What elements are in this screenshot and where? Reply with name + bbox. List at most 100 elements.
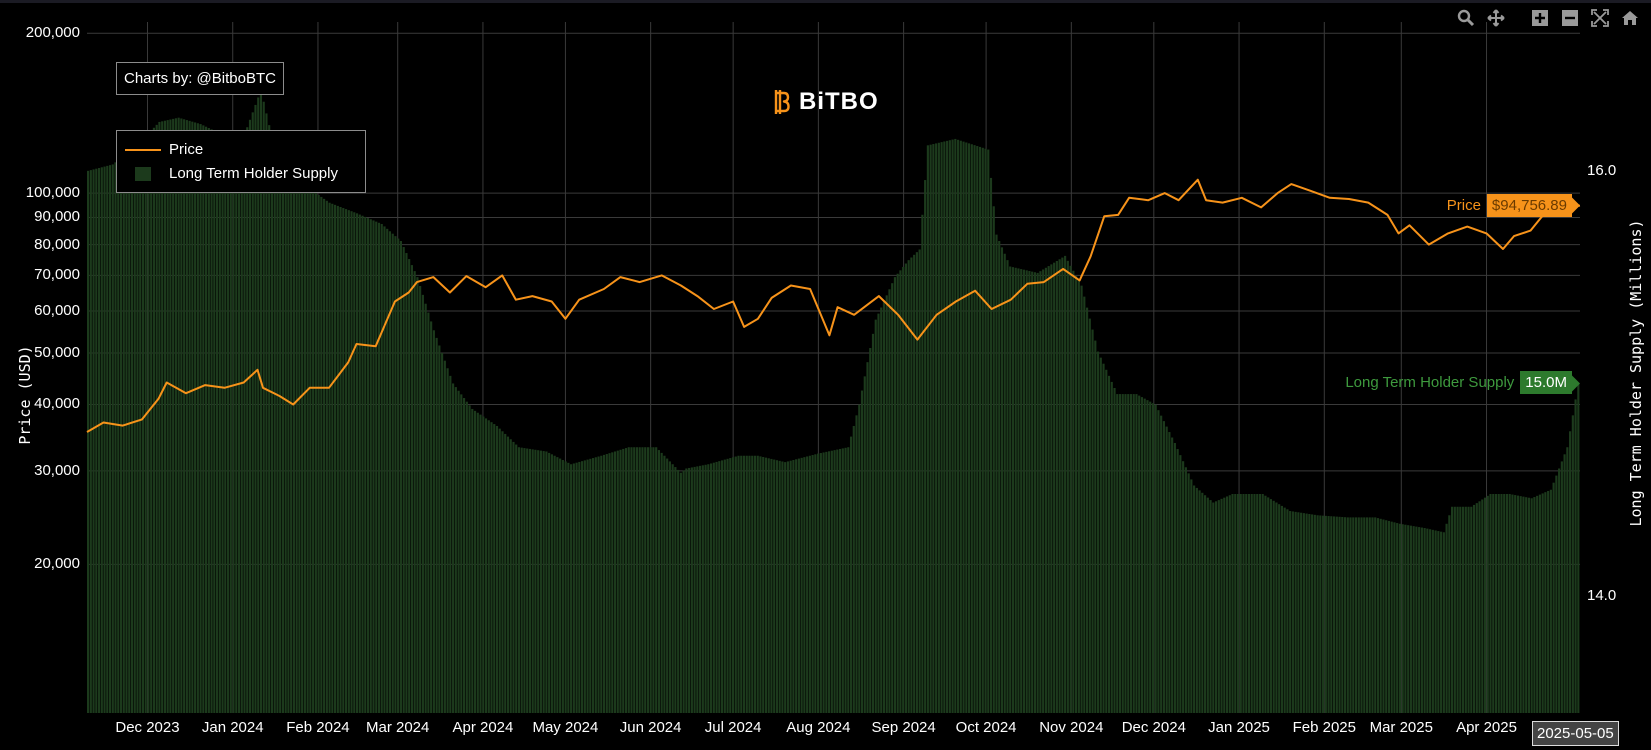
lths-bar	[833, 450, 836, 713]
lths-bar	[1228, 495, 1231, 713]
lths-bar	[720, 460, 724, 713]
lths-bar	[742, 455, 746, 713]
lths-bar	[490, 422, 493, 713]
lths-bar	[1160, 415, 1163, 713]
lths-bar	[808, 455, 811, 713]
lths-bar	[517, 447, 521, 713]
lths-bar	[265, 113, 268, 714]
lths-bar	[295, 178, 298, 714]
lths-bar	[97, 168, 101, 713]
legend-item-lths[interactable]: Long Term Holder Supply	[125, 165, 338, 182]
legend-item-price[interactable]: Price	[125, 141, 203, 158]
lths-bar	[372, 220, 375, 713]
lths-bar	[627, 447, 630, 713]
lths-bar	[144, 136, 147, 714]
lths-bar	[852, 425, 855, 713]
lths-bar	[1519, 496, 1522, 713]
lths-bar	[487, 420, 490, 713]
lths-bar	[976, 146, 979, 713]
credit-label: Charts by: @BitboBTC	[116, 62, 284, 95]
lths-bar	[641, 447, 644, 713]
lths-bar	[273, 148, 276, 713]
y-tick-label: 70,000	[34, 266, 80, 284]
zoom-icon[interactable]	[1453, 7, 1479, 29]
lths-bar	[1464, 506, 1467, 713]
lths-bar	[1500, 494, 1503, 713]
lths-bar	[896, 273, 899, 713]
lths-bar	[885, 295, 888, 713]
lths-bar	[1006, 260, 1009, 713]
lths-hover-value: 15.0M	[1520, 371, 1572, 395]
lths-bar	[369, 219, 372, 713]
lths-bar	[1003, 253, 1006, 713]
lths-bar	[1324, 515, 1327, 713]
lths-bar	[1187, 473, 1190, 713]
lths-bar	[498, 428, 501, 713]
lths-bar	[784, 462, 787, 713]
lths-bar	[1017, 268, 1020, 713]
lths-bar	[655, 447, 658, 713]
lths-bar	[948, 140, 951, 713]
lths-bar	[1245, 494, 1248, 713]
lths-bar	[226, 134, 230, 713]
lths-bar	[152, 127, 156, 713]
lths-bar	[355, 213, 359, 713]
lths-bar	[1275, 502, 1278, 713]
lths-bar	[984, 148, 987, 713]
lths-bar	[1190, 479, 1193, 713]
lths-bar	[512, 441, 515, 713]
lths-bar	[95, 168, 98, 713]
lths-bar	[1201, 492, 1204, 713]
lths-bar	[1127, 394, 1130, 713]
lths-bar	[583, 460, 586, 713]
lths-bar	[1316, 515, 1319, 713]
lths-bar	[1182, 461, 1185, 713]
lths-bar	[309, 189, 312, 713]
lths-bar	[1162, 421, 1165, 713]
lths-bar	[506, 436, 510, 713]
autoscale-icon[interactable]	[1587, 7, 1613, 29]
lths-bar	[797, 458, 800, 713]
lths-bar	[943, 141, 946, 714]
lths-bar	[715, 461, 718, 713]
lths-bar	[786, 461, 789, 713]
reset-axes-icon[interactable]	[1617, 7, 1643, 29]
lths-bar	[213, 130, 216, 713]
lths-bar	[215, 132, 219, 713]
lths-bar	[205, 126, 208, 713]
lths-bar	[542, 451, 545, 713]
lths-bar	[1080, 285, 1083, 713]
lths-bar	[666, 458, 669, 713]
lths-bar	[1047, 266, 1050, 713]
y-tick-label: 50,000	[34, 344, 80, 362]
lths-bar	[298, 181, 301, 713]
lths-bar	[331, 203, 334, 714]
lths-bar	[740, 455, 743, 713]
lths-bar	[1075, 275, 1078, 713]
lths-bar	[259, 90, 263, 714]
lths-bar	[841, 448, 844, 713]
lths-bar	[1206, 497, 1209, 713]
lths-bar	[1503, 494, 1506, 713]
lths-bar	[482, 416, 485, 713]
lths-bar	[312, 191, 315, 713]
zoom-out-icon[interactable]	[1557, 7, 1583, 29]
lths-bar	[1387, 520, 1391, 713]
lths-bar	[899, 270, 902, 713]
pan-icon[interactable]	[1483, 7, 1509, 29]
lths-bar	[685, 468, 688, 713]
lths-bar	[1283, 507, 1286, 713]
zoom-in-icon[interactable]	[1527, 7, 1553, 29]
lths-bar	[830, 450, 833, 713]
lths-bar	[1475, 503, 1478, 713]
y2-tick-label: 16.0	[1587, 161, 1617, 179]
lths-bar	[1563, 454, 1566, 713]
lths-bar	[624, 448, 628, 713]
lths-bar	[317, 194, 320, 714]
lths-bar	[951, 139, 954, 713]
lths-bar	[729, 458, 732, 713]
lths-bar	[1088, 318, 1091, 713]
legend-label-lths: Long Term Holder Supply	[169, 165, 338, 182]
lths-bar	[539, 450, 542, 713]
